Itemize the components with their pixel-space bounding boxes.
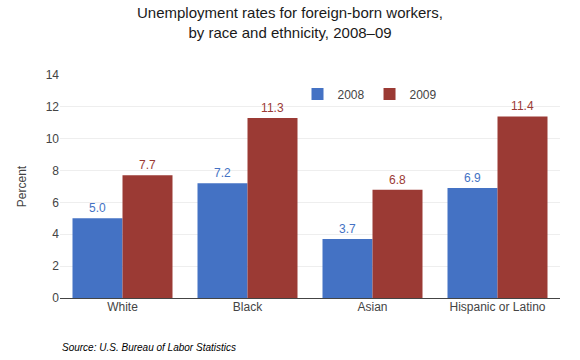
svg-text:14: 14 (46, 68, 60, 82)
svg-text:8: 8 (52, 164, 59, 178)
svg-text:Percent: Percent (15, 165, 29, 207)
svg-text:7.7: 7.7 (139, 158, 156, 172)
svg-text:Unemployment rates for foreign: Unemployment rates for foreign-born work… (137, 4, 443, 41)
svg-text:12: 12 (46, 100, 60, 114)
svg-text:7.2: 7.2 (214, 166, 231, 180)
svg-text:6: 6 (52, 196, 59, 210)
svg-text:2009: 2009 (410, 88, 437, 102)
svg-text:Hispanic or Latino: Hispanic or Latino (449, 300, 545, 314)
svg-text:2: 2 (52, 259, 59, 273)
svg-text:Asian: Asian (357, 300, 387, 314)
svg-text:Source: U.S. Bureau of Labor S: Source: U.S. Bureau of Labor Statistics (62, 342, 236, 353)
svg-text:Black: Black (233, 300, 263, 314)
svg-text:5.0: 5.0 (89, 201, 106, 215)
svg-text:6.9: 6.9 (464, 171, 481, 185)
svg-text:11.3: 11.3 (261, 101, 284, 115)
svg-text:11.4: 11.4 (511, 99, 534, 113)
svg-text:3.7: 3.7 (339, 222, 356, 236)
svg-text:10: 10 (46, 132, 60, 146)
svg-text:6.8: 6.8 (389, 173, 406, 187)
svg-text:0: 0 (52, 291, 59, 305)
svg-text:4: 4 (52, 227, 59, 241)
svg-text:2008: 2008 (338, 88, 365, 102)
svg-text:White: White (107, 300, 138, 314)
